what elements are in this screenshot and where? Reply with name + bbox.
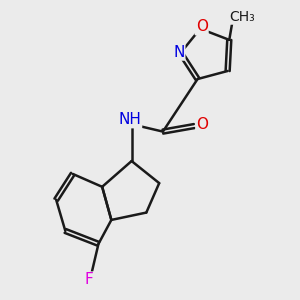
Text: O: O — [196, 20, 208, 34]
Text: CH₃: CH₃ — [229, 10, 255, 24]
Text: F: F — [85, 272, 94, 287]
Text: N: N — [173, 45, 184, 60]
Text: O: O — [196, 117, 208, 132]
Text: NH: NH — [118, 112, 141, 127]
